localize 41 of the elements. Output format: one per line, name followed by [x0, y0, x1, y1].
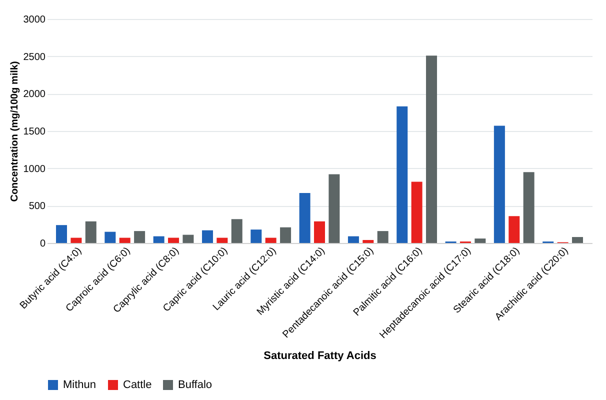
bar — [328, 174, 340, 243]
y-tick-label: 1000 — [23, 164, 46, 175]
bar — [426, 56, 438, 243]
y-tick-label: 2500 — [23, 52, 46, 63]
bar — [494, 126, 505, 243]
bar — [299, 192, 310, 243]
bar — [250, 230, 262, 243]
bar — [314, 221, 325, 243]
bar — [474, 238, 486, 243]
bar — [396, 106, 408, 243]
legend-label: Mithun — [63, 379, 96, 391]
bar — [182, 234, 194, 243]
y-axis-title: Concentration (mg/100g milk) — [9, 61, 20, 202]
bar — [70, 238, 82, 243]
x-axis-title: Saturated Fatty Acids — [264, 350, 376, 362]
bar — [411, 182, 422, 243]
y-tick-label: 1500 — [23, 126, 46, 138]
bar — [134, 231, 146, 243]
bar — [119, 238, 130, 243]
bar — [153, 236, 164, 243]
bar — [231, 219, 242, 243]
bar — [523, 172, 534, 243]
y-tick-label: 2000 — [23, 89, 46, 100]
bar — [202, 230, 213, 243]
y-tick-label: 0 — [40, 238, 46, 250]
bar — [265, 238, 276, 243]
bar — [377, 231, 388, 243]
bar — [56, 225, 68, 243]
bar — [362, 240, 374, 243]
bar — [508, 216, 520, 243]
legend-label: Cattle — [123, 379, 152, 391]
bar — [104, 232, 116, 243]
bar — [280, 227, 292, 243]
bar — [168, 238, 180, 243]
bar — [348, 236, 359, 243]
bar — [216, 238, 228, 243]
bar — [85, 221, 96, 243]
legend-label: Buffalo — [178, 379, 212, 391]
bar — [572, 237, 583, 243]
y-tick-label: 500 — [28, 201, 46, 212]
y-tick-label: 3000 — [23, 14, 46, 26]
